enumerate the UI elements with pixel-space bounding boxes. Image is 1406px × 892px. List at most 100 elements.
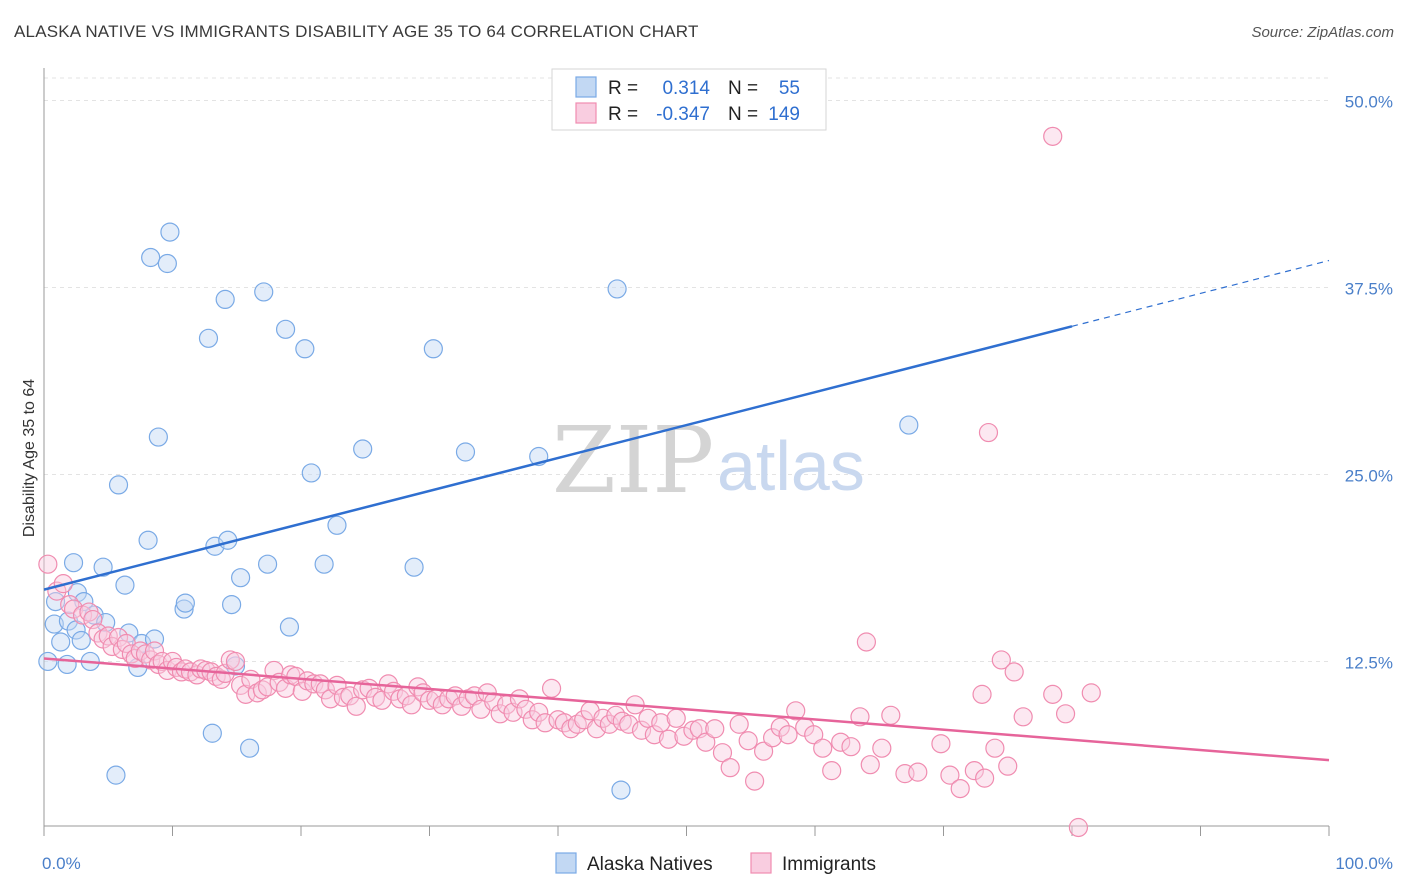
immigrant-point-128 [831, 732, 851, 752]
alaska-point-48 [423, 339, 443, 359]
immigrant-point-122 [778, 725, 798, 745]
alaska-point-22 [141, 247, 161, 268]
immigrant-point-144 [856, 632, 877, 652]
legend-r-value-2: -0.347 [656, 104, 710, 125]
immigrant-point-141 [985, 738, 1005, 758]
immigrant-point-110 [683, 720, 703, 740]
immigrant-point-137 [940, 765, 960, 785]
alaska-point-39 [257, 554, 278, 574]
alaska-point-28 [175, 593, 195, 613]
trend-lines [43, 259, 1330, 762]
immigrant-point-0 [38, 554, 58, 574]
immigrant-point-135 [908, 762, 928, 782]
immigrant-point-38 [231, 675, 251, 695]
immigrant-point-127 [822, 761, 842, 781]
immigrant-point-148 [1043, 684, 1063, 704]
legend-box [551, 68, 827, 131]
alaska-point-0 [38, 651, 58, 672]
immigrant-point-105 [644, 725, 664, 745]
legend-r-label-1: R = [608, 78, 638, 99]
immigrant-point-115 [720, 758, 740, 778]
alaska-point-52 [607, 279, 627, 299]
y-axis-label: Disability Age 35 to 64 [21, 379, 38, 537]
legend-n-label-1: N = [728, 78, 758, 99]
legend-n-value-1: 55 [779, 78, 800, 99]
immigrant-point-37 [225, 651, 246, 672]
alaska-point-36 [231, 568, 251, 588]
alaska-point-53 [899, 415, 919, 435]
alaska-point-27 [174, 599, 194, 619]
alaska-points [38, 222, 919, 800]
immigrant-point-132 [872, 738, 892, 758]
immigrant-point-112 [696, 732, 716, 752]
alaska-point-47 [404, 557, 424, 577]
immigrant-point-140 [975, 768, 995, 788]
alaska-trend-line [43, 325, 1073, 591]
immigrant-point-12 [108, 627, 129, 648]
immigrant-point-42 [252, 680, 273, 700]
immigrant-point-96 [586, 719, 607, 739]
immigrant-point-145 [972, 684, 992, 704]
immigrant-point-114 [712, 743, 733, 763]
bottom-legend-immigrants: Immigrants [782, 854, 876, 875]
alaska-point-34 [222, 594, 242, 615]
alaska-point-45 [327, 515, 347, 535]
legend-swatch-alaska [575, 76, 597, 98]
bottom-legend-alaska: Alaska Natives [587, 854, 713, 875]
alaska-point-41 [279, 617, 300, 637]
immigrant-point-108 [666, 708, 686, 728]
legend-r-value-1: 0.314 [662, 78, 710, 99]
alaska-point-16 [108, 475, 129, 495]
immigrant-point-150 [1068, 817, 1089, 838]
alaska-point-21 [138, 530, 158, 550]
alaska-point-30 [202, 723, 222, 743]
alaska-point-29 [198, 328, 219, 348]
immigrant-point-41 [247, 683, 267, 703]
immigrant-point-136 [931, 734, 951, 754]
immigrant-point-106 [651, 713, 671, 733]
x-tick-label-left: 0.0% [42, 854, 81, 873]
watermark-atlas: atlas [717, 427, 865, 505]
immigrant-point-133 [881, 705, 901, 725]
bottom-swatch-immigrants [750, 852, 772, 874]
alaska-trend-extension [1071, 259, 1330, 327]
alaska-point-51 [611, 780, 631, 800]
immigrant-point-125 [804, 725, 824, 745]
alaska-point-4 [57, 654, 77, 675]
alaska-point-35 [225, 656, 246, 676]
legend-n-value-2: 149 [768, 104, 800, 125]
legend-n-label-2: N = [728, 104, 758, 125]
alaska-point-3 [51, 632, 71, 652]
immigrant-point-149 [1055, 704, 1076, 724]
alaska-point-40 [275, 319, 296, 339]
immigrant-point-126 [813, 738, 833, 758]
immigrant-point-120 [762, 728, 783, 748]
immigrant-point-131 [860, 755, 880, 775]
series-legend: Alaska Natives Immigrants [555, 852, 876, 875]
alaska-point-37 [240, 738, 260, 758]
x-ticks: 0.0% 100.0% [42, 854, 1393, 873]
immigrant-point-143 [1013, 707, 1033, 727]
chart-title: ALASKA NATIVE VS IMMIGRANTS DISABILITY A… [14, 22, 699, 41]
immigrant-point-146 [991, 650, 1011, 670]
source-label: Source: ZipAtlas.com [1251, 24, 1394, 41]
immigrant-point-67 [401, 695, 422, 715]
alaska-point-9 [71, 630, 91, 651]
alaska-point-43 [301, 463, 321, 483]
x-tick-label-right: 100.0% [1335, 854, 1393, 873]
y-tick-label-2: 37.5% [1345, 279, 1393, 298]
y-tick-label-0: 12.5% [1345, 653, 1393, 672]
y-tick-label-3: 50.0% [1345, 92, 1393, 111]
alaska-point-1 [44, 614, 64, 634]
immigrant-trend-line [43, 657, 1330, 762]
immigrant-point-139 [964, 761, 984, 781]
immigrant-point-22 [152, 651, 172, 672]
immigrant-point-75 [452, 696, 472, 716]
alaska-point-26 [160, 222, 180, 242]
alaska-point-25 [157, 253, 177, 274]
immigrant-point-121 [770, 717, 790, 737]
immigrant-point-129 [841, 737, 861, 757]
watermark: ZIP atlas [552, 407, 865, 514]
immigrant-point-117 [738, 731, 758, 751]
